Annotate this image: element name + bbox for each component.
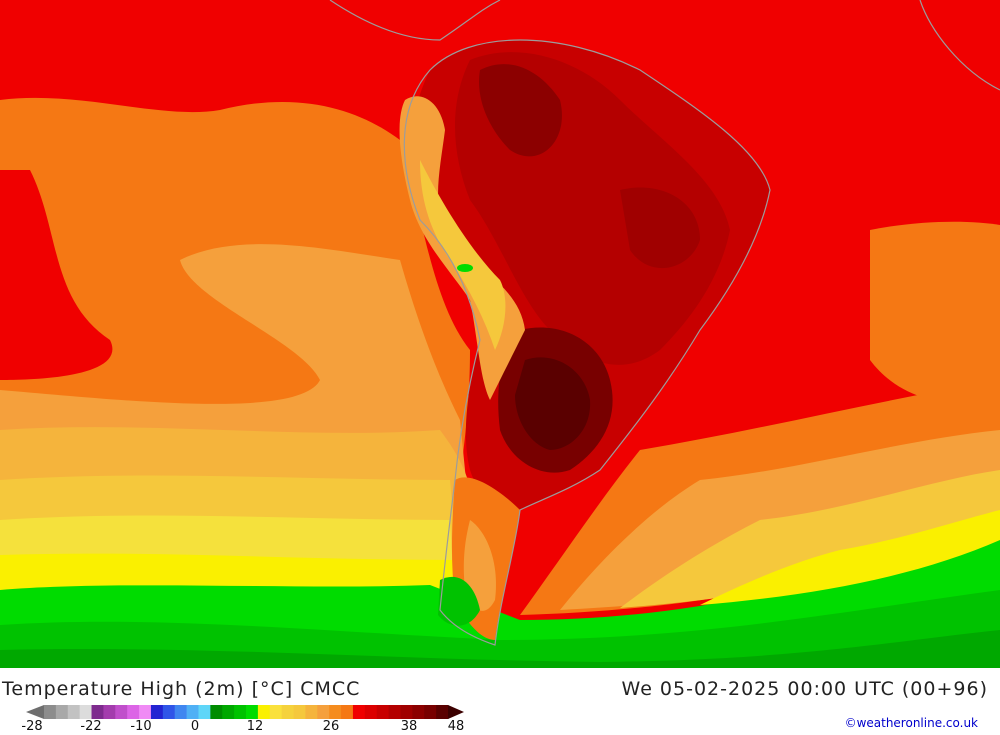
scale-swatch bbox=[412, 705, 425, 719]
scale-swatch bbox=[436, 705, 449, 719]
scale-tick-label: -10 bbox=[130, 719, 152, 734]
scale-swatch bbox=[400, 705, 413, 719]
scale-swatch bbox=[198, 705, 211, 719]
scale-swatch bbox=[352, 705, 366, 719]
scale-swatch bbox=[127, 705, 140, 719]
scale-tick-label: 0 bbox=[190, 719, 200, 734]
map-footer: Temperature High (2m) [°C] CMCC We 05-02… bbox=[0, 668, 1000, 735]
scale-swatch bbox=[139, 705, 152, 719]
scale-swatch bbox=[341, 705, 354, 719]
map-title: Temperature High (2m) [°C] CMCC bbox=[2, 678, 361, 700]
scale-swatch bbox=[293, 705, 306, 719]
scale-swatch bbox=[210, 705, 223, 719]
scale-tick-label: -22 bbox=[80, 719, 102, 734]
scale-swatch bbox=[246, 705, 259, 719]
scale-swatch bbox=[103, 705, 116, 719]
scale-tick-label: 38 bbox=[400, 719, 418, 734]
scale-swatch bbox=[424, 705, 437, 719]
scale-swatch bbox=[329, 705, 342, 719]
scale-swatch bbox=[186, 705, 199, 719]
scale-swatch bbox=[55, 705, 69, 719]
scale-swatch bbox=[44, 705, 57, 719]
scale-tick-label: 26 bbox=[322, 719, 340, 734]
temperature-map bbox=[0, 0, 1000, 668]
scale-swatch bbox=[115, 705, 128, 719]
scale-tick-label: -28 bbox=[21, 719, 43, 734]
scale-swatch bbox=[234, 705, 247, 719]
scale-swatch bbox=[305, 705, 318, 719]
credit-link[interactable]: ©weatheronline.co.uk bbox=[844, 716, 978, 730]
scale-swatch bbox=[162, 705, 176, 719]
scale-swatch bbox=[257, 705, 271, 719]
scale-swatch bbox=[364, 705, 378, 719]
scale-swatch bbox=[222, 705, 235, 719]
scale-tick-label: 48 bbox=[447, 719, 465, 734]
scale-swatch bbox=[269, 705, 283, 719]
scale-arrow-right bbox=[448, 705, 464, 719]
scale-swatch bbox=[376, 705, 390, 719]
color-scale bbox=[26, 704, 466, 723]
scale-swatch bbox=[91, 705, 104, 719]
color-scale-labels: -28 -22 -10 0 12 26 38 48 bbox=[0, 719, 480, 735]
forecast-datetime: We 05-02-2025 00:00 UTC (00+96) bbox=[621, 678, 988, 700]
scale-swatch bbox=[388, 705, 401, 719]
scale-swatch bbox=[317, 705, 330, 719]
scale-swatch bbox=[281, 705, 295, 719]
scale-arrow-left bbox=[26, 705, 44, 719]
scale-swatch bbox=[67, 705, 81, 719]
scale-tick-label: 12 bbox=[246, 719, 264, 734]
scale-swatch bbox=[150, 705, 164, 719]
scale-swatch bbox=[79, 705, 93, 719]
scale-swatch bbox=[174, 705, 188, 719]
